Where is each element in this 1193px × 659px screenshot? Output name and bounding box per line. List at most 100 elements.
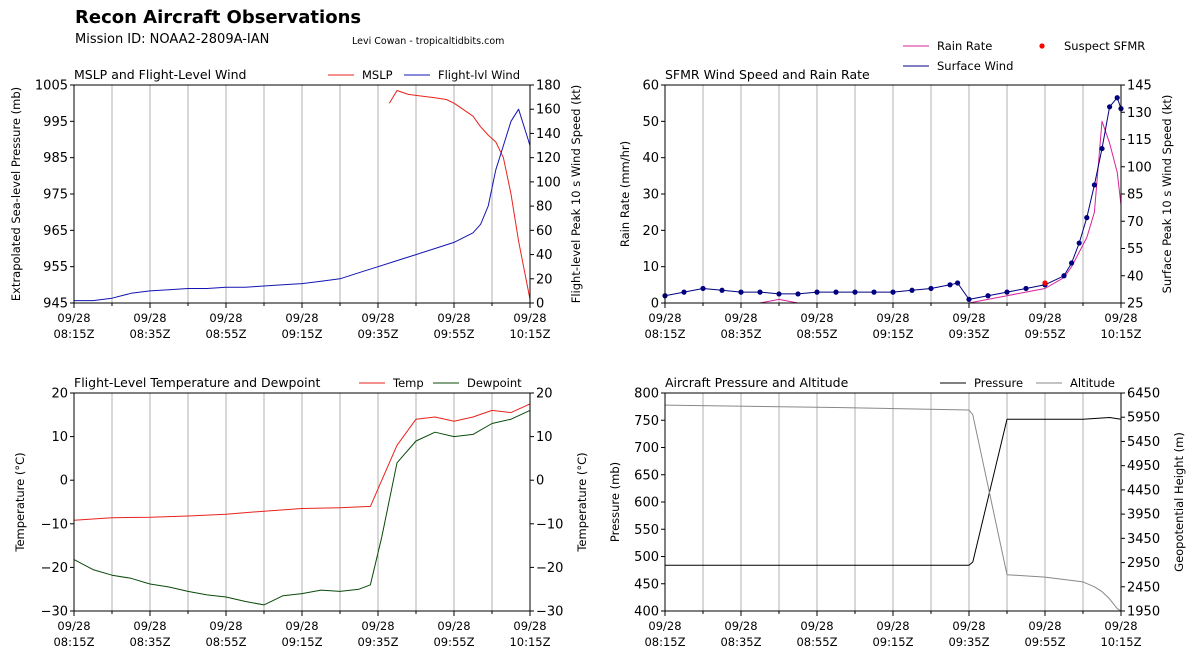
panel-4-ytick-label: 400 bbox=[634, 605, 659, 620]
panel-2-point bbox=[947, 282, 953, 288]
panel-1-xtick-time: 09:55Z bbox=[433, 327, 474, 341]
panel-3-xtick-date: 09/28 bbox=[285, 619, 318, 633]
panel-4-ytick-label: 750 bbox=[634, 414, 659, 429]
panel-3-ytick-label: 20 bbox=[51, 387, 68, 402]
panel-2-y2tick-label: 85 bbox=[1127, 188, 1144, 203]
panel-4-y2tick-label: 6450 bbox=[1127, 387, 1160, 402]
panel-4-xtick-time: 09:15Z bbox=[872, 635, 913, 649]
panel-3-series-1 bbox=[73, 403, 531, 521]
panel-2-point bbox=[833, 289, 839, 295]
panel-2-ytick-label: 30 bbox=[642, 188, 659, 203]
panel-3-y2tick-label: 0 bbox=[536, 474, 544, 489]
panel-2-point bbox=[776, 291, 782, 297]
panel-2-point bbox=[909, 287, 915, 293]
panel-2-ytick-label: 0 bbox=[651, 297, 659, 312]
panel-2-xtick-time: 09:15Z bbox=[872, 327, 913, 341]
panel-1-legend-label: Flight-lvl Wind bbox=[438, 68, 520, 82]
panel-2-point bbox=[719, 287, 725, 293]
panel-2-xtick-date: 09/28 bbox=[648, 311, 681, 325]
panel-4-ytick-label: 550 bbox=[634, 523, 659, 538]
panel-1-ytick-label: 965 bbox=[43, 224, 68, 239]
panel-2-point bbox=[871, 289, 877, 295]
panel-2-xtick-date: 09/28 bbox=[800, 311, 833, 325]
panel-4-xtick-time: 08:15Z bbox=[644, 635, 685, 649]
panel-2-xtick-date: 09/28 bbox=[1028, 311, 1061, 325]
panel-3-xtick-time: 08:15Z bbox=[53, 635, 94, 649]
panel-4-legend-label: Pressure bbox=[974, 376, 1023, 390]
panel-2-point bbox=[738, 289, 744, 295]
panel-2-point bbox=[814, 289, 820, 295]
panel-2-point bbox=[966, 296, 972, 302]
panel-3-xtick-date: 09/28 bbox=[513, 619, 546, 633]
panel-1-xtick-time: 08:55Z bbox=[205, 327, 246, 341]
panel-2-y2tick-label: 130 bbox=[1127, 106, 1152, 121]
panel-4-xtick-time: 08:55Z bbox=[796, 635, 837, 649]
panel-2-point bbox=[985, 293, 991, 299]
panel-3-xtick-time: 09:15Z bbox=[281, 635, 322, 649]
panel-3-y2tick-label: 20 bbox=[536, 387, 553, 402]
panel-4-y2tick-label: 4450 bbox=[1127, 483, 1160, 498]
panel-1-xtick-time: 08:35Z bbox=[129, 327, 170, 341]
panel-2-y2tick-label: 115 bbox=[1127, 133, 1152, 148]
panel-1-y2tick-label: 20 bbox=[536, 272, 553, 287]
panel-2-y2label: Surface Peak 10 s Wind Speed (kt) bbox=[1160, 95, 1174, 294]
panel-4-title: Aircraft Pressure and Altitude bbox=[665, 375, 849, 390]
panel-3-ytick-label: −10 bbox=[41, 517, 68, 532]
panel-2-y2tick-label: 25 bbox=[1127, 297, 1144, 312]
panel-4-ytick-label: 700 bbox=[634, 441, 659, 456]
panel-2-point bbox=[1023, 285, 1029, 292]
figure-title: Recon Aircraft Observations bbox=[75, 7, 362, 28]
panel-1-xtick-date: 09/28 bbox=[437, 311, 470, 325]
panel-2-point bbox=[1099, 145, 1105, 152]
panel-4-y2tick-label: 5450 bbox=[1127, 435, 1160, 450]
panel-2-point bbox=[1114, 95, 1120, 101]
panel-4-xtick-date: 09/28 bbox=[724, 619, 757, 633]
panel-2-ytick-label: 60 bbox=[642, 79, 659, 94]
panel-2-xtick-date: 09/28 bbox=[876, 311, 909, 325]
panel-1-xtick-date: 09/28 bbox=[57, 311, 90, 325]
panel-1-y2tick-label: 140 bbox=[536, 127, 561, 142]
panel-3-xtick-time: 10:15Z bbox=[509, 635, 550, 649]
panel-1-y2tick-label: 0 bbox=[536, 297, 544, 312]
panel-4-xtick-date: 09/28 bbox=[800, 619, 833, 633]
panel-3-legend-label: Dewpoint bbox=[467, 376, 522, 390]
panel-4-ytick-label: 450 bbox=[634, 577, 659, 592]
panel-1-y2tick-label: 60 bbox=[536, 224, 553, 239]
panel-2-ytick-label: 40 bbox=[642, 151, 659, 166]
panel-4-ytick-label: 650 bbox=[634, 468, 659, 483]
panel-2-point bbox=[681, 289, 687, 295]
panel-1-xtick-time: 09:35Z bbox=[357, 327, 398, 341]
panel-2-point bbox=[928, 285, 934, 292]
panel-2-legend-label: Surface Wind bbox=[937, 59, 1013, 73]
panel-1-ytick-label: 975 bbox=[43, 188, 68, 203]
panel-1-ytick-label: 985 bbox=[43, 151, 68, 166]
panel-1-xtick-time: 10:15Z bbox=[509, 327, 550, 341]
panel-3-xtick-date: 09/28 bbox=[133, 619, 166, 633]
panel-2-xtick-time: 10:15Z bbox=[1100, 327, 1141, 341]
panel-2-point bbox=[1004, 289, 1010, 295]
panel-4-series-2 bbox=[664, 404, 1122, 612]
panel-4-xtick-time: 10:15Z bbox=[1100, 635, 1141, 649]
panel-1-ytick-label: 945 bbox=[43, 297, 68, 312]
panel-4-xtick-date: 09/28 bbox=[876, 619, 909, 633]
panel-1-legend-label: MSLP bbox=[362, 68, 393, 82]
panel-1-xtick-date: 09/28 bbox=[133, 311, 166, 325]
panel-2-title: SFMR Wind Speed and Rain Rate bbox=[665, 67, 870, 82]
panel-4-y2tick-label: 2450 bbox=[1127, 580, 1160, 595]
panel-2-point bbox=[1084, 215, 1090, 221]
panel-3-ytick-label: −20 bbox=[41, 561, 68, 576]
panel-1-xtick-time: 08:15Z bbox=[53, 327, 94, 341]
panel-2-legend-label: Suspect SFMR bbox=[1064, 39, 1145, 53]
panel-2-xtick-date: 09/28 bbox=[724, 311, 757, 325]
panel-1-y2label: Flight-level Peak 10 s Wind Speed (kt) bbox=[569, 85, 583, 304]
panel-4-y2tick-label: 2950 bbox=[1127, 556, 1160, 571]
panel-4-xtick-date: 09/28 bbox=[952, 619, 985, 633]
mission-id: Mission ID: NOAA2-2809A-IAN bbox=[75, 32, 270, 47]
panel-1-ytick-label: 995 bbox=[43, 115, 68, 130]
panel-1-y2tick-label: 120 bbox=[536, 151, 561, 166]
panel-3-y2tick-label: −20 bbox=[536, 561, 563, 576]
panel-2-point bbox=[1107, 104, 1113, 110]
panel-3-xtick-time: 08:35Z bbox=[129, 635, 170, 649]
panel-2-xtick-date: 09/28 bbox=[1104, 311, 1137, 325]
